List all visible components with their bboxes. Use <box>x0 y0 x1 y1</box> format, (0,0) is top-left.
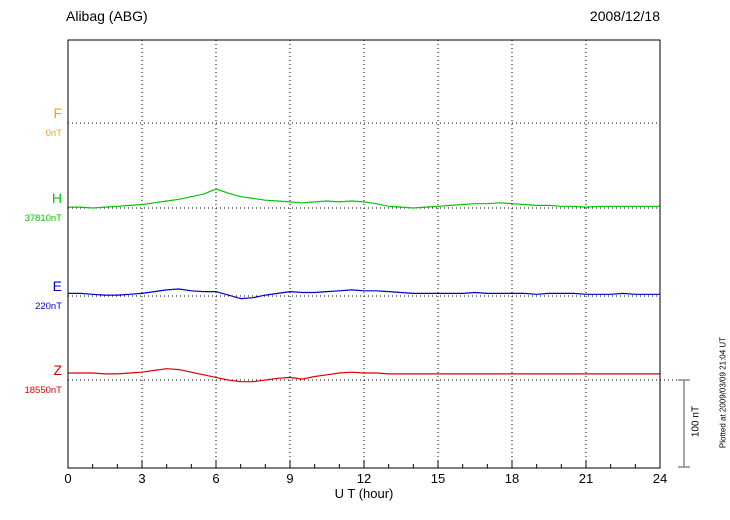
component-label-F: F <box>53 105 62 121</box>
component-baseline-value-H: 37810nT <box>24 213 62 224</box>
component-baseline-value-Z: 18550nT <box>24 385 62 396</box>
station-title: Alibag (ABG) <box>66 8 148 24</box>
x-tick-label: 9 <box>286 471 293 486</box>
x-tick-label: 21 <box>579 471 593 486</box>
component-label-Z: Z <box>53 362 62 378</box>
trace-Z <box>68 368 660 383</box>
x-tick-label: 6 <box>212 471 219 486</box>
trace-H <box>68 188 660 209</box>
x-tick-label: 12 <box>357 471 371 486</box>
component-baseline-value-E: 220nT <box>35 301 62 312</box>
plotted-at-note: Plotted at 2009/03/09 21:04 UT <box>718 336 728 449</box>
x-tick-label: 0 <box>64 471 71 486</box>
x-tick-label: 3 <box>138 471 145 486</box>
x-axis-title: U T (hour) <box>334 486 394 501</box>
plot-date: 2008/12/18 <box>589 8 660 24</box>
component-label-E: E <box>53 278 62 294</box>
component-label-H: H <box>52 190 62 206</box>
plot-frame <box>67 39 661 469</box>
x-tick-label: 24 <box>653 471 667 486</box>
x-tick-label: 15 <box>431 471 445 486</box>
x-tick-label: 18 <box>505 471 519 486</box>
component-baseline-value-F: 0nT <box>46 128 63 139</box>
scale-bar-label: 100 nT <box>690 405 702 438</box>
trace-E <box>68 288 660 300</box>
